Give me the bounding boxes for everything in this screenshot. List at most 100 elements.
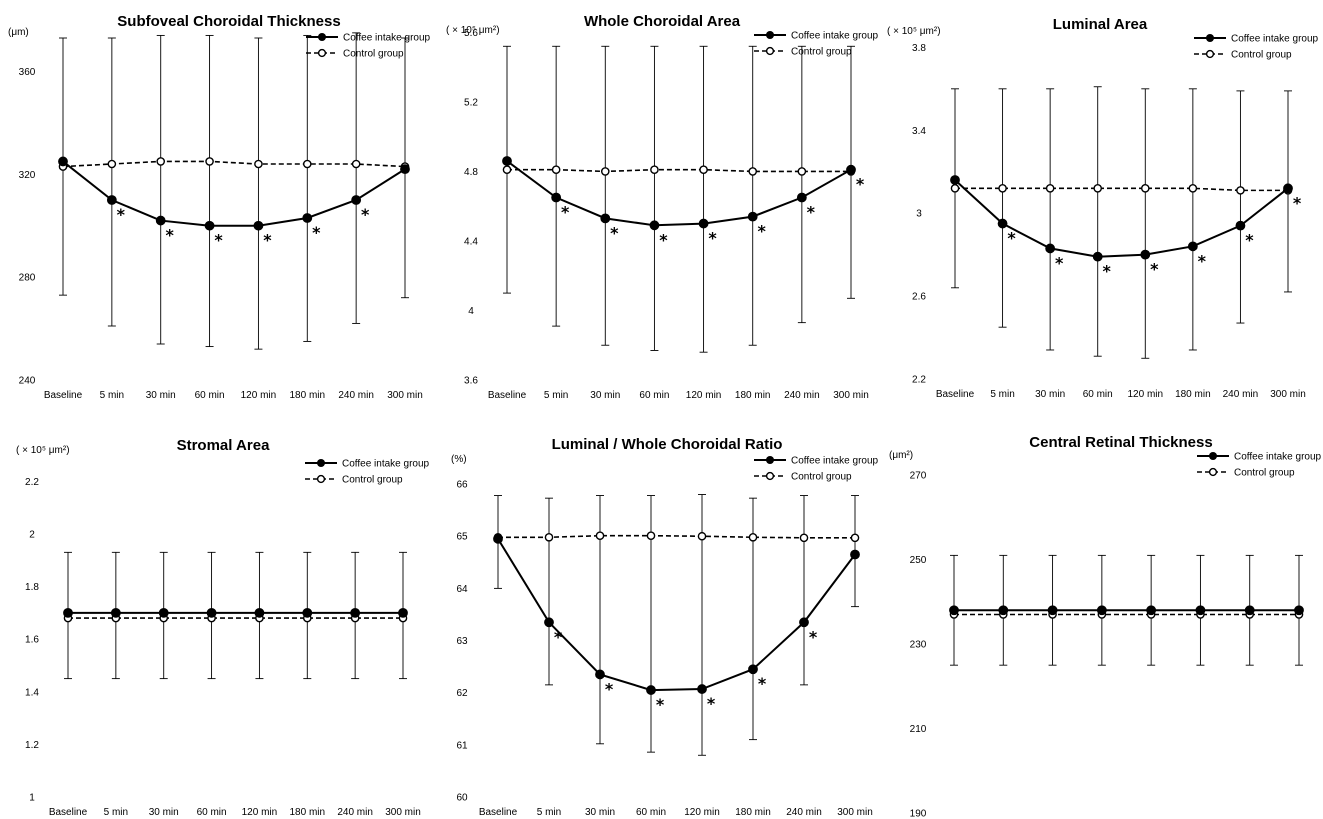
x-tick-label: 5 min [990, 389, 1014, 400]
significance-asterisk: * [707, 694, 716, 713]
x-tick-label: Baseline [936, 389, 975, 400]
y-tick-label: 3.4 [912, 126, 926, 137]
x-tick-label: 120 min [684, 807, 720, 818]
chart-subfoveal-choroidal-thickness: Subfoveal Choroidal Thickness (μm) 240 280 3… [0, 0, 441, 410]
coffee-point [544, 617, 554, 628]
control-point [544, 532, 554, 542]
significance-asterisk: * [758, 674, 767, 693]
chart-title: Luminal Area [1053, 16, 1148, 33]
x-tick-label: Baseline [488, 390, 527, 401]
x-tick-label: 60 min [636, 807, 666, 818]
y-tick-label: 1.8 [25, 582, 39, 593]
control-point [850, 533, 860, 543]
x-tick-label: 240 min [338, 390, 374, 401]
control-point [1236, 186, 1245, 195]
x-tick-label: 30 min [590, 390, 620, 401]
legend-control-label: Control group [791, 472, 852, 483]
coffee-point [1045, 243, 1056, 254]
coffee-series-line [62, 160, 406, 227]
legend-control-label: Control group [1234, 468, 1295, 479]
coffee-point [155, 215, 166, 226]
coffee-point [949, 605, 959, 616]
legend-control-label: Control group [342, 475, 403, 486]
significance-asterisk: * [708, 229, 717, 248]
coffee-point [748, 664, 758, 675]
legend-coffee-marker [317, 459, 325, 467]
coffee-point [1195, 605, 1206, 616]
coffee-point [206, 607, 217, 618]
coffee-point [254, 607, 265, 618]
control-point [551, 165, 561, 174]
y-tick-label: 250 [910, 555, 927, 566]
chart-title: Subfoveal Choroidal Thickness [117, 13, 340, 30]
y-tick-label: 62 [456, 688, 468, 699]
coffee-point [747, 211, 758, 222]
coffee-point [63, 607, 73, 618]
significance-asterisk: * [1103, 262, 1112, 281]
coffee-point [302, 213, 313, 223]
x-tick-label: 5 min [537, 807, 561, 818]
y-tick-label: 280 [19, 273, 36, 284]
y-tick-label: 4 [468, 306, 474, 317]
y-tick-label: 190 [910, 809, 927, 819]
legend-control-marker [765, 46, 775, 56]
coffee-point [697, 684, 707, 694]
x-tick-label: 240 min [1223, 389, 1259, 400]
control-point [950, 184, 960, 193]
legend-control-marker [317, 48, 327, 58]
significance-asterisk: * [610, 223, 619, 242]
chart-svg: Whole Choroidal Area ( × 10⁵ μm²) 3.6 4 4.4 4… [446, 13, 879, 401]
chart-title: Central Retinal Thickness [1029, 434, 1212, 451]
x-tick-label: 180 min [735, 807, 771, 818]
x-tick-label: Baseline [44, 390, 83, 401]
chart-svg: Subfoveal Choroidal Thickness (μm) 240 280 3… [8, 13, 431, 401]
x-tick-label: 60 min [639, 390, 669, 401]
y-tick-label: 2.6 [912, 292, 926, 303]
y-tick-label: 1 [29, 793, 35, 804]
coffee-point [1047, 605, 1058, 616]
coffee-point [1294, 605, 1304, 616]
x-tick-label: 300 min [387, 390, 423, 401]
significance-asterisk: * [758, 222, 767, 241]
chart-whole-choroidal-area: Whole Choroidal Area ( × 10⁵ μm²) 3.6 4 4.4 4… [441, 0, 882, 410]
x-tick-label: 180 min [735, 390, 771, 401]
coffee-point [1283, 183, 1293, 194]
coffee-point [1096, 605, 1107, 616]
x-tick-label: 120 min [1127, 389, 1163, 400]
legend-coffee-marker [766, 31, 774, 39]
chart-svg: Luminal / Whole Choroidal Ratio (%) 60 61 62… [451, 436, 879, 818]
y-axis-unit-label: (%) [451, 454, 467, 465]
y-tick-label: 1.2 [25, 740, 39, 751]
y-tick-label: 3 [916, 209, 922, 220]
significance-asterisk: * [856, 175, 865, 194]
y-axis-unit-label: ( × 10⁵ μm²) [16, 445, 70, 456]
coffee-point [204, 220, 215, 231]
control-series-line [62, 160, 406, 168]
x-tick-label: 180 min [289, 807, 325, 818]
x-tick-label: 240 min [786, 807, 822, 818]
coffee-point [799, 617, 809, 628]
coffee-point [698, 218, 709, 229]
control-series-line [498, 534, 855, 539]
y-tick-label: 270 [910, 471, 927, 482]
coffee-point [398, 607, 408, 618]
y-tick-label: 66 [456, 480, 468, 491]
significance-asterisk: * [361, 205, 370, 224]
coffee-point [350, 607, 361, 618]
coffee-point [400, 164, 410, 175]
chart-svg: Central Retinal Thickness (μm²) 190 210 230 2… [889, 434, 1322, 819]
legend-coffee-marker [318, 33, 326, 41]
y-tick-label: 360 [19, 67, 36, 78]
x-tick-label: 30 min [146, 390, 176, 401]
y-tick-label: 60 [456, 793, 468, 804]
chart-stromal-area: Stromal Area ( × 10⁵ μm²) 1 1.2 1.4 1.6 1.8 2 2.… [0, 410, 441, 819]
x-tick-label: 120 min [242, 807, 278, 818]
control-point [107, 159, 117, 169]
coffee-point [302, 607, 313, 618]
control-point [302, 159, 312, 169]
coffee-point [158, 607, 169, 618]
legend-coffee-marker [1206, 34, 1214, 42]
chart-luminal-whole-ratio: Luminal / Whole Choroidal Ratio (%) 60 61 62… [441, 410, 882, 819]
y-tick-label: 2 [29, 529, 35, 540]
control-point [595, 531, 605, 541]
